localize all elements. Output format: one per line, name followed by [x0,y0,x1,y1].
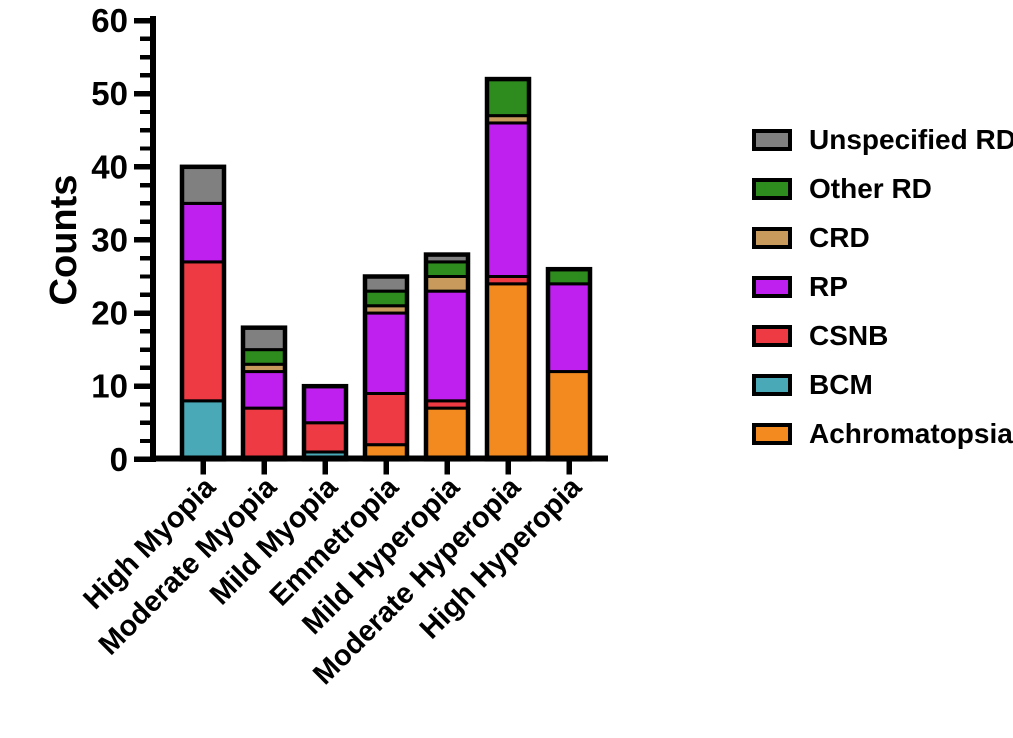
legend-swatch-unspecified-rd [752,128,792,151]
segment-rp-moderate-hyperopia [485,121,531,278]
y-tick-label: 50 [91,75,128,112]
legend-swatch-rp [752,275,792,298]
x-tick [261,461,267,475]
bar-moderate-myopia [240,325,288,462]
segment-csnb-emmetropia [363,391,409,447]
y-minor-tick [140,256,150,261]
legend-label: CSNB [809,319,889,351]
legend-item: Unspecified RD [752,115,1013,164]
segment-rp-mild-myopia [302,384,348,425]
y-minor-tick [140,36,150,42]
legend-label: Other RD [809,172,932,204]
y-minor-tick [140,146,150,151]
y-minor-tick [140,420,150,425]
y-minor-tick [140,274,150,279]
y-major-tick [134,164,150,170]
y-minor-tick [140,329,150,334]
legend-item: Achromatopsia [752,409,1013,458]
y-major-tick [134,90,150,97]
bar-moderate-hyperopia [484,76,532,462]
legend-swatch-achromatopsia [752,422,792,445]
x-axis-line [150,455,608,462]
y-minor-tick [140,201,150,206]
bar-mild-myopia [301,383,349,462]
legend-swatch-other-rd [752,177,792,200]
legend-swatch-csnb [752,324,792,347]
y-major-tick [134,237,150,243]
legend-item: CSNB [752,311,1013,360]
segment-other-rd-mild-hyperopia [424,260,470,279]
x-tick [444,461,450,475]
legend-item: Other RD [752,164,1013,213]
y-minor-tick [140,438,150,444]
y-major-tick [134,310,150,316]
segment-achromatopsia-high-hyperopia [546,370,592,461]
y-minor-tick [140,54,150,60]
y-minor-tick [140,128,150,133]
segment-crd-mild-hyperopia [424,275,470,293]
segment-unspecified-rd-moderate-myopia [241,326,287,352]
y-tick-label: 30 [91,221,128,258]
x-tick [566,461,572,475]
segment-csnb-moderate-myopia [241,406,287,461]
legend-label: Achromatopsia [809,417,1013,449]
segment-achromatopsia-mild-hyperopia [424,406,470,461]
y-minor-tick [140,292,150,297]
legend-label: RP [809,270,848,302]
legend-swatch-bcm [752,373,792,396]
x-tick [322,461,328,475]
segment-rp-emmetropia [363,311,409,395]
segment-other-rd-moderate-hyperopia [485,77,531,118]
segment-unspecified-rd-high-myopia [180,165,226,205]
segment-bcm-high-myopia [180,399,226,461]
y-tick-label: 40 [91,148,128,185]
y-tick-label: 10 [91,368,128,405]
segment-achromatopsia-moderate-hyperopia [485,282,531,461]
segment-other-rd-moderate-myopia [241,348,287,366]
x-tick [383,461,389,475]
bar-mild-hyperopia [423,252,471,462]
legend-item: BCM [752,360,1013,409]
legend-item: CRD [752,213,1013,262]
y-minor-tick [140,365,150,371]
bar-high-myopia [179,164,227,462]
legend-swatch-crd [752,226,792,249]
legend-label: CRD [809,221,870,253]
y-minor-tick [140,73,150,78]
chart-legend: Unspecified RD Other RD CRD RP CSNB BCM … [752,115,1013,458]
segment-rp-mild-hyperopia [424,289,470,403]
x-tick [505,461,511,475]
legend-item: RP [752,262,1013,311]
y-minor-tick [140,109,150,115]
y-major-tick [134,456,150,463]
y-minor-tick [140,402,150,407]
y-minor-tick [140,219,150,224]
y-major-tick [134,383,150,389]
x-tick [200,461,206,475]
y-tick-label: 60 [91,2,128,39]
bar-emmetropia [362,274,410,462]
segment-rp-high-myopia [180,201,226,264]
segment-csnb-mild-myopia [302,421,348,454]
y-major-tick [134,17,150,24]
segment-other-rd-emmetropia [363,289,409,308]
bar-high-hyperopia [545,266,593,462]
segment-rp-high-hyperopia [546,282,592,374]
segment-rp-moderate-myopia [241,370,287,410]
y-axis-line [150,16,156,462]
y-minor-tick [140,182,150,188]
legend-label: Unspecified RD [809,123,1013,155]
y-tick-label: 0 [110,441,128,478]
legend-label: BCM [809,368,873,400]
y-tick-label: 20 [91,295,128,332]
y-minor-tick [140,347,150,352]
segment-csnb-high-myopia [180,260,226,403]
y-axis-title: Counts [43,175,85,306]
